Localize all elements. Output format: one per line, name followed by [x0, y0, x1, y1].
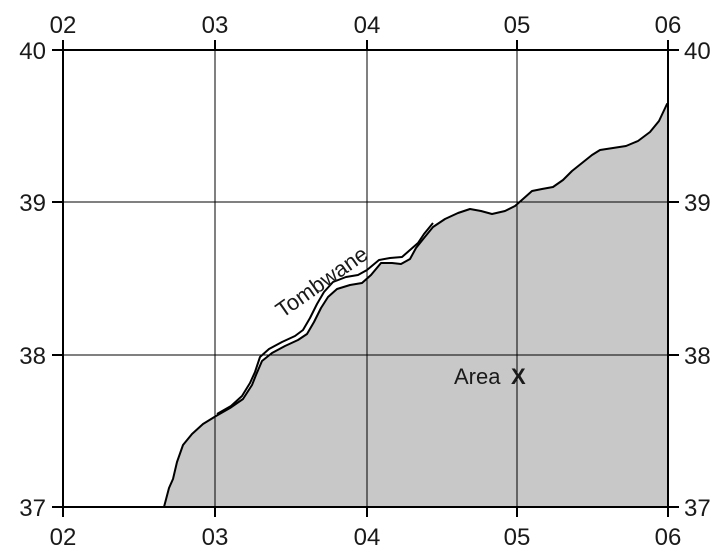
x-tick-label-top: 03 [202, 12, 229, 39]
area-label-word: Area [454, 364, 501, 389]
x-tick-label-top: 06 [655, 12, 682, 39]
map-grid [63, 50, 668, 507]
area-label: Area X [454, 364, 526, 389]
x-tick-label-bottom: 04 [354, 524, 381, 551]
x-tick-label-top: 02 [50, 12, 77, 39]
y-tick-label-left: 40 [19, 38, 46, 65]
y-tick-label-right: 37 [684, 495, 711, 522]
x-tick-label-top: 04 [354, 12, 381, 39]
y-tick-label-left: 38 [19, 343, 46, 370]
y-tick-label-right: 39 [684, 190, 711, 217]
x-tick-label-bottom: 03 [202, 524, 229, 551]
area-label-letter: X [511, 364, 526, 389]
x-tick-label-bottom: 05 [504, 524, 531, 551]
shaded-area-x [163, 103, 669, 508]
y-tick-label-right: 40 [684, 38, 711, 65]
x-tick-label-bottom: 06 [655, 524, 682, 551]
y-tick-label-right: 38 [684, 343, 711, 370]
y-tick-label-left: 39 [19, 190, 46, 217]
road-tombwane [216, 222, 434, 415]
y-tick-label-left: 37 [19, 495, 46, 522]
tick-marks [52, 40, 679, 517]
map-frame [62, 49, 669, 508]
x-tick-label-top: 05 [504, 12, 531, 39]
x-tick-label-bottom: 02 [50, 524, 77, 551]
